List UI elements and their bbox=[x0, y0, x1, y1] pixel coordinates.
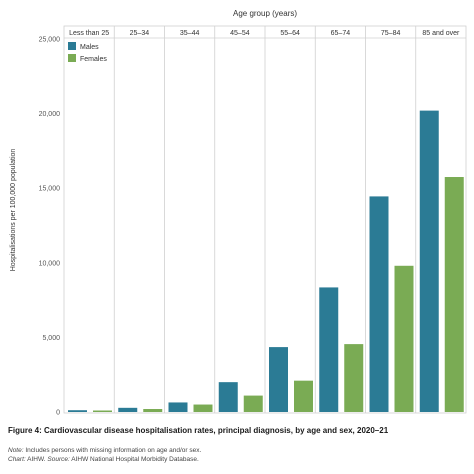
y-tick-label: 15,000 bbox=[39, 186, 61, 193]
category-label: Less than 25 bbox=[69, 30, 109, 37]
bar-females-7 bbox=[444, 177, 464, 412]
chart: Age group (years) Hospitalisations per 1… bbox=[10, 9, 467, 416]
note-line: Note: Includes persons with missing info… bbox=[8, 446, 468, 455]
category-label: 45–54 bbox=[230, 30, 250, 37]
y-tick-label: 0 bbox=[56, 410, 60, 416]
figure-title: Figure 4: Cardiovascular disease hospita… bbox=[8, 426, 389, 435]
category-label: 75–84 bbox=[381, 30, 401, 37]
bar-males-3 bbox=[218, 382, 238, 412]
category-label: 65–74 bbox=[331, 30, 351, 37]
category-label: 25–34 bbox=[130, 30, 150, 37]
source-label: Source: bbox=[47, 456, 70, 463]
y-tick-label: 10,000 bbox=[39, 260, 61, 267]
legend-label: Males bbox=[80, 44, 99, 51]
bar-females-4 bbox=[294, 380, 313, 412]
chart-credit-text: AIHW. bbox=[25, 456, 48, 463]
bar-males-1 bbox=[118, 407, 138, 412]
bar-males-7 bbox=[419, 110, 439, 412]
bar-females-3 bbox=[243, 395, 263, 412]
bar-females-0 bbox=[93, 410, 112, 412]
source-line: Chart: AIHW. Source: AIHW National Hospi… bbox=[8, 455, 468, 464]
bar-males-2 bbox=[168, 402, 188, 412]
note-text: Includes persons with missing informatio… bbox=[23, 447, 202, 454]
legend-swatch bbox=[68, 42, 76, 50]
bar-males-0 bbox=[68, 410, 87, 412]
chart-title: Age group (years) bbox=[233, 9, 297, 18]
figure-notes: Note: Includes persons with missing info… bbox=[8, 446, 468, 464]
legend-swatch bbox=[68, 54, 76, 62]
bar-females-6 bbox=[394, 265, 414, 412]
y-tick-label: 20,000 bbox=[39, 111, 61, 118]
bar-females-1 bbox=[143, 409, 163, 412]
bar-males-5 bbox=[319, 287, 339, 412]
category-label: 35–44 bbox=[180, 30, 200, 37]
category-label: 85 and over bbox=[422, 30, 460, 37]
legend-label: Females bbox=[80, 56, 107, 63]
bar-males-4 bbox=[269, 347, 288, 412]
chart-credit-label: Chart: bbox=[8, 456, 26, 463]
bar-females-2 bbox=[193, 404, 213, 412]
y-tick-label: 25,000 bbox=[39, 37, 61, 44]
category-label: 55–64 bbox=[280, 30, 300, 37]
y-axis-label: Hospitalisations per 100,000 population bbox=[10, 149, 17, 272]
note-label: Note: bbox=[8, 447, 24, 454]
source-text: AIHW National Hospital Morbidity Databas… bbox=[69, 456, 199, 463]
y-tick-label: 5,000 bbox=[42, 335, 60, 342]
bar-males-6 bbox=[369, 196, 389, 412]
bar-females-5 bbox=[344, 344, 364, 412]
